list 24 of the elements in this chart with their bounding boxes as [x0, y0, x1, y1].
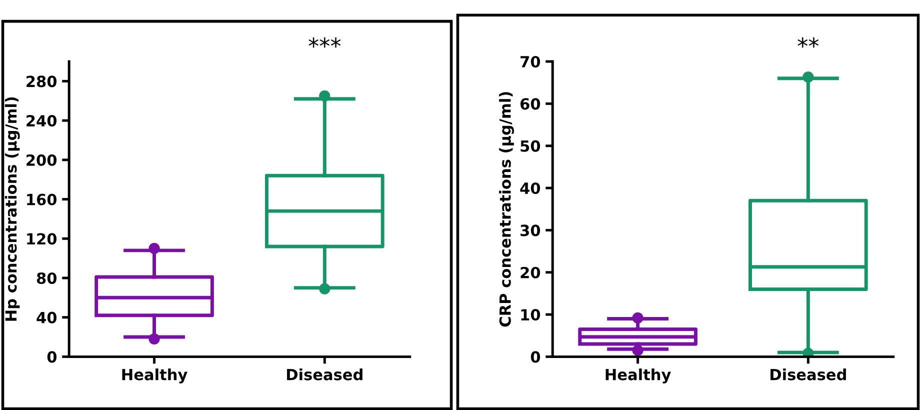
- x-tick-label: Diseased: [287, 368, 362, 380]
- y-tick-label: 80: [36, 272, 57, 284]
- y-tick-label: 0: [530, 351, 540, 363]
- x-tick-label: Diseased: [770, 368, 846, 380]
- y-axis-title: CRP concentrations (µg/ml): [499, 92, 514, 327]
- y-tick-label: 240: [26, 115, 57, 127]
- y-tick-label: 20: [520, 266, 540, 278]
- x-tick-label: Healthy: [606, 368, 671, 384]
- y-tick-label: 70: [520, 56, 540, 68]
- text: ***: [308, 37, 341, 48]
- y-tick-label: 40: [520, 182, 540, 194]
- y-tick-label: 30: [520, 224, 540, 236]
- y-tick-label: 40: [36, 312, 57, 324]
- y-tick-label: 280: [26, 76, 57, 88]
- y-tick-label: 10: [521, 308, 540, 321]
- y-tick-label: 0: [47, 351, 57, 363]
- text: **: [798, 37, 819, 48]
- y-tick-label: 160: [27, 194, 57, 206]
- y-tick-label: 200: [26, 154, 57, 166]
- x-tick-label: Healthy: [122, 368, 188, 384]
- y-tick-label: 60: [520, 98, 540, 110]
- y-tick-label: 50: [520, 140, 540, 152]
- y-tick-label: 120: [27, 233, 57, 245]
- y-axis-title: Hp concentrations (µg/ml): [4, 97, 20, 321]
